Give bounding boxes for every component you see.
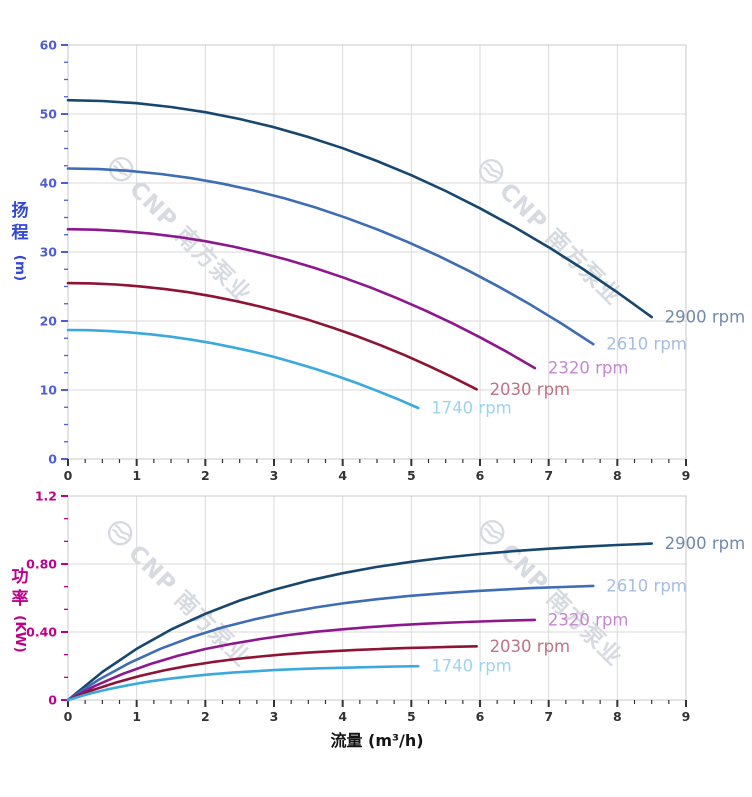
curve-label-2610-rpm: 2610 rpm: [606, 335, 687, 354]
y-tick-label: 1.2: [35, 489, 57, 504]
curve-label-1740-rpm: 1740 rpm: [431, 657, 512, 676]
y-tick-label: 30: [40, 245, 58, 260]
x-tick-label: 9: [682, 709, 691, 724]
x-tick-label: 3: [270, 709, 279, 724]
x-tick-label: 2: [201, 468, 210, 483]
y-tick-label: 20: [40, 314, 58, 329]
x-tick-label: 3: [270, 468, 279, 483]
x-tick-label: 7: [544, 468, 553, 483]
flow-x-axis-title: 流量 (m³/h): [330, 731, 424, 750]
cnp-logo-icon: [479, 520, 505, 545]
y-tick-label: 0: [48, 452, 57, 467]
y-tick-label: 50: [40, 107, 58, 122]
watermark-text: CNP 南方泵业: [494, 178, 627, 311]
watermark: CNP 南方泵业: [100, 148, 261, 309]
x-tick-label: 6: [476, 468, 485, 483]
curve-2320-rpm: [66, 227, 537, 370]
watermark: CNP 南方泵业: [471, 511, 632, 672]
power-y-axis-title: 功率 (KW): [3, 566, 37, 653]
watermark-text: CNP 南方泵业: [495, 539, 628, 672]
curve-label-1740-rpm: 1740 rpm: [431, 399, 512, 418]
curve-1740-rpm: [66, 328, 420, 410]
cnp-logo-icon: [478, 159, 504, 184]
head-axis-label: 扬程: [11, 201, 29, 243]
curve-label-2900-rpm: 2900 rpm: [665, 534, 746, 553]
x-tick-label: 9: [682, 468, 691, 483]
curve-label-2030-rpm: 2030 rpm: [490, 637, 571, 656]
head-axis-unit: (m): [11, 254, 28, 282]
watermark-text: CNP 南方泵业: [124, 176, 257, 309]
watermark-text: CNP 南方泵业: [123, 540, 256, 673]
x-tick-label: 5: [407, 468, 416, 483]
watermark: CNP 南方泵业: [470, 150, 631, 311]
y-tick-label: 60: [40, 38, 58, 53]
curve-2030-rpm: [66, 281, 478, 391]
curve-label-2610-rpm: 2610 rpm: [606, 576, 687, 595]
cnp-logo-icon: [108, 157, 134, 182]
x-tick-label: 6: [476, 709, 485, 724]
x-tick-label: 5: [407, 709, 416, 724]
x-tick-label: 0: [64, 709, 73, 724]
power-axis-label: 功率: [11, 567, 29, 609]
x-tick-label: 4: [338, 709, 347, 724]
head-y-axis-title: 扬程 (m): [3, 200, 37, 281]
y-tick-label: 40: [40, 176, 58, 191]
power-axis-unit: (KW): [12, 615, 29, 653]
x-tick-label: 2: [201, 709, 210, 724]
curve-1740-rpm: [66, 664, 420, 702]
x-tick-label: 4: [338, 468, 347, 483]
y-tick-label: 0: [48, 693, 57, 708]
x-tick-label: 0: [64, 468, 73, 483]
curve-label-2320-rpm: 2320 rpm: [548, 359, 629, 378]
curve-2610-rpm: [66, 584, 595, 702]
x-tick-label: 1: [132, 468, 141, 483]
x-tick-label: 8: [613, 709, 622, 724]
y-tick-label: 10: [40, 383, 58, 398]
curve-2030-rpm: [66, 645, 478, 702]
x-tick-label: 8: [613, 468, 622, 483]
curve-label-2900-rpm: 2900 rpm: [665, 308, 746, 327]
curve-label-2030-rpm: 2030 rpm: [490, 380, 571, 399]
cnp-logo-icon: [107, 521, 133, 546]
watermark: CNP 南方泵业: [99, 512, 260, 673]
curve-2320-rpm: [66, 618, 537, 702]
x-tick-label: 7: [544, 709, 553, 724]
x-tick-label: 1: [132, 709, 141, 724]
